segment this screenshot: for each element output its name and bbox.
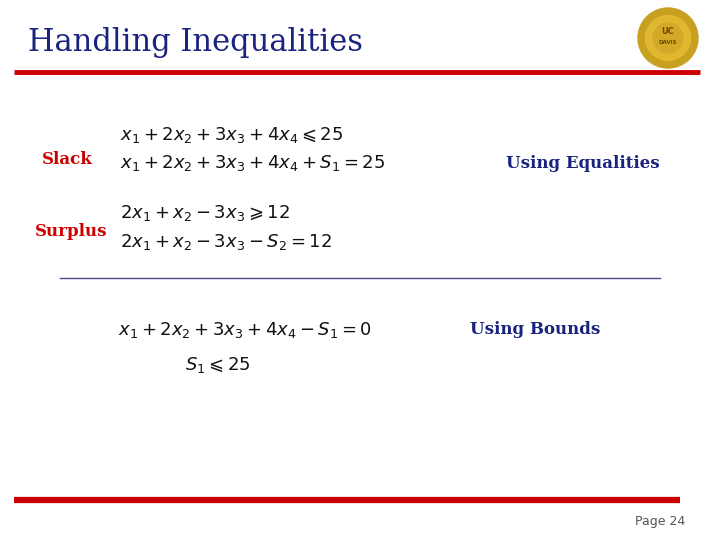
Text: DAVIS: DAVIS [659,40,678,45]
Text: $S_1 \leqslant 25$: $S_1 \leqslant 25$ [185,355,251,375]
Text: Surplus: Surplus [35,224,107,240]
Text: UC: UC [662,28,675,37]
Text: $2x_1 + x_2 - 3x_3 - S_2 = 12$: $2x_1 + x_2 - 3x_3 - S_2 = 12$ [120,232,332,252]
Text: $x_1 + 2x_2 + 3x_3 + 4x_4 + S_1 = 25$: $x_1 + 2x_2 + 3x_3 + 4x_4 + S_1 = 25$ [120,153,385,173]
Text: $x_1 + 2x_2 + 3x_3 + 4x_4 \leqslant 25$: $x_1 + 2x_2 + 3x_3 + 4x_4 \leqslant 25$ [120,125,343,145]
Text: $2x_1 + x_2 - 3x_3 \geqslant 12$: $2x_1 + x_2 - 3x_3 \geqslant 12$ [120,203,290,223]
Circle shape [653,23,683,53]
Circle shape [638,8,698,68]
Text: Using Bounds: Using Bounds [470,321,600,339]
Text: Handling Inequalities: Handling Inequalities [28,26,363,57]
Text: $x_1 + 2x_2 + 3x_3 + 4x_4 - S_1 = 0$: $x_1 + 2x_2 + 3x_3 + 4x_4 - S_1 = 0$ [118,320,372,340]
Text: Using Equalities: Using Equalities [506,154,660,172]
Circle shape [646,16,690,60]
Text: Slack: Slack [42,152,93,168]
Text: Page 24: Page 24 [635,516,685,529]
